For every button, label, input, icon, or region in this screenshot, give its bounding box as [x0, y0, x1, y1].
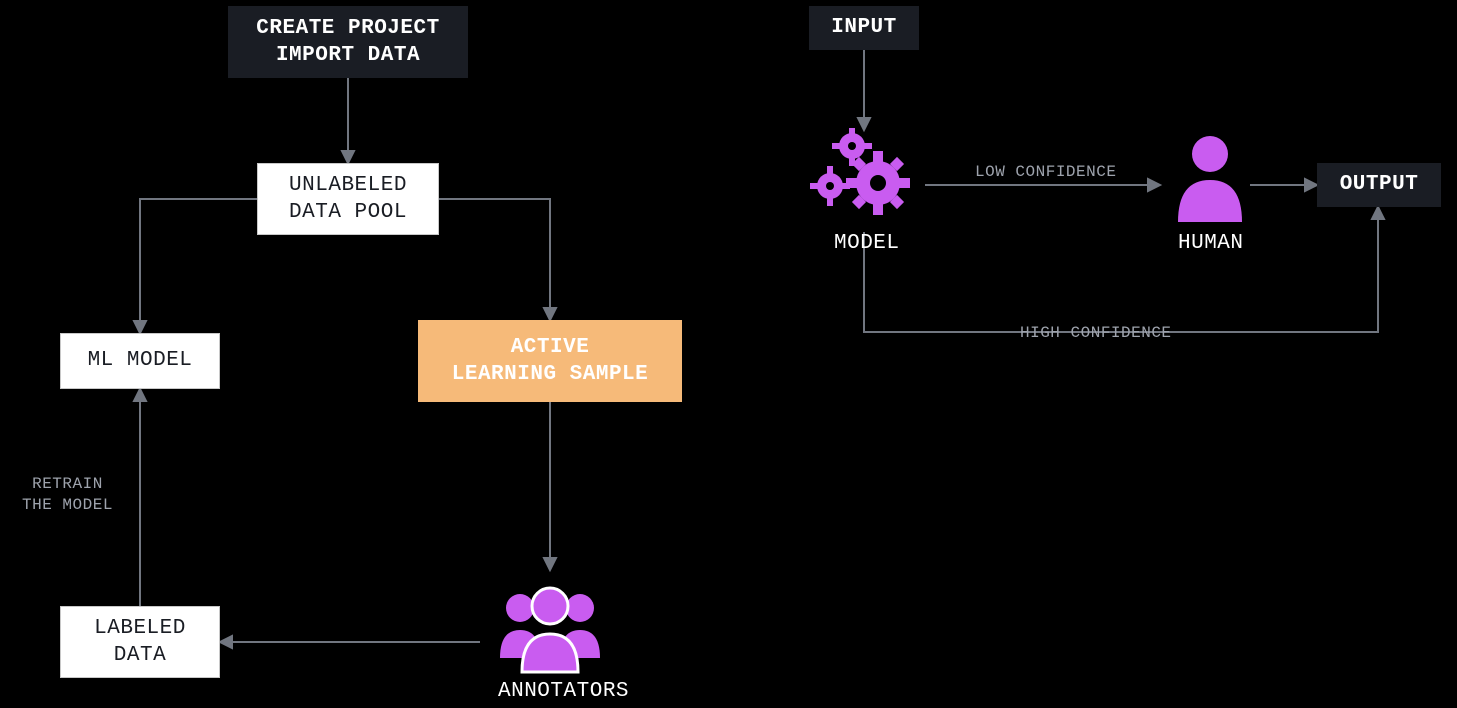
arrowhead: [1305, 179, 1317, 191]
human-label: HUMAN: [1178, 232, 1244, 255]
edge-label-retrain: RETRAIN THE MODEL: [22, 474, 113, 516]
model-label: MODEL: [834, 232, 900, 255]
edge-label-high-confidence: HIGH CONFIDENCE: [1020, 324, 1172, 342]
node-input: INPUT: [809, 6, 919, 50]
arrow-unlabeled-to-ml: [140, 199, 257, 323]
arrowhead: [342, 151, 354, 163]
arrowhead: [134, 321, 146, 333]
arrow-unlabeled-to-active: [439, 199, 550, 310]
node-output: OUTPUT: [1317, 163, 1441, 207]
annotators-icon: [490, 580, 610, 680]
arrowhead: [1148, 179, 1160, 191]
arrowhead: [1372, 207, 1384, 219]
model-gears-icon: [810, 128, 920, 233]
arrow-model-to-output-high: [864, 217, 1378, 332]
arrowhead: [220, 636, 232, 648]
node-create-project: CREATE PROJECT IMPORT DATA: [228, 6, 468, 78]
node-ml-model: ML MODEL: [60, 333, 220, 389]
node-labeled-data: LABELED DATA: [60, 606, 220, 678]
annotators-label: ANNOTATORS: [498, 680, 629, 703]
arrowhead: [544, 308, 556, 320]
edge-label-low-confidence: LOW CONFIDENCE: [975, 163, 1116, 181]
node-active-learning-sample: ACTIVE LEARNING SAMPLE: [418, 320, 682, 402]
arrowhead: [544, 558, 556, 570]
human-icon: [1170, 130, 1250, 230]
arrowhead: [134, 389, 146, 401]
node-unlabeled-data-pool: UNLABELED DATA POOL: [257, 163, 439, 235]
